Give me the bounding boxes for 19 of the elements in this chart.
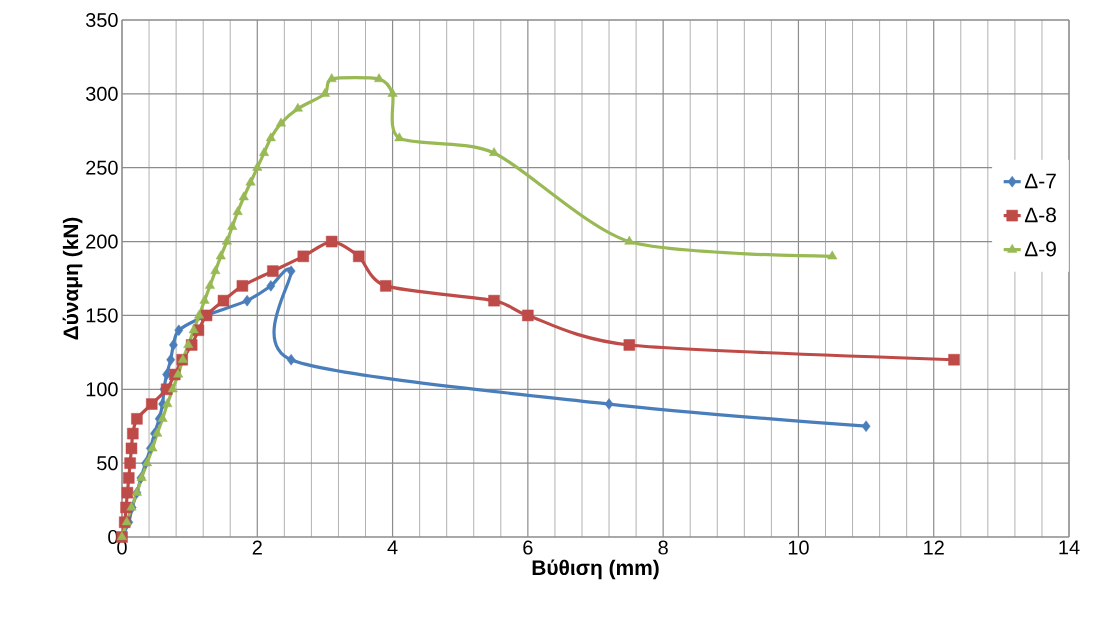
y-tick-label: 100	[86, 382, 118, 397]
x-axis-title: Βύθιση (mm)	[532, 559, 659, 580]
x-tick-label: 14	[1059, 540, 1080, 555]
y-tick-label: 300	[86, 86, 118, 101]
x-tick-label: 6	[523, 540, 533, 555]
x-tick-label: 4	[387, 540, 398, 555]
y-tick-label: 250	[86, 160, 118, 175]
x-tick-label: 2	[252, 540, 262, 555]
legend-label: Δ-9	[1024, 241, 1056, 257]
y-tick-label: 350	[86, 12, 118, 28]
legend-label: Δ-7	[1024, 173, 1056, 189]
y-tick-label: 150	[86, 308, 118, 323]
x-tick-label: 8	[658, 540, 668, 555]
legend-label: Δ-8	[1024, 207, 1056, 223]
x-tick-label: 10	[788, 540, 809, 555]
x-tick-label: 12	[924, 540, 944, 555]
y-axis-title: Δύναμη (kN)	[62, 217, 83, 340]
y-tick-label: 200	[86, 234, 118, 249]
y-tick-label: 50	[97, 456, 118, 471]
